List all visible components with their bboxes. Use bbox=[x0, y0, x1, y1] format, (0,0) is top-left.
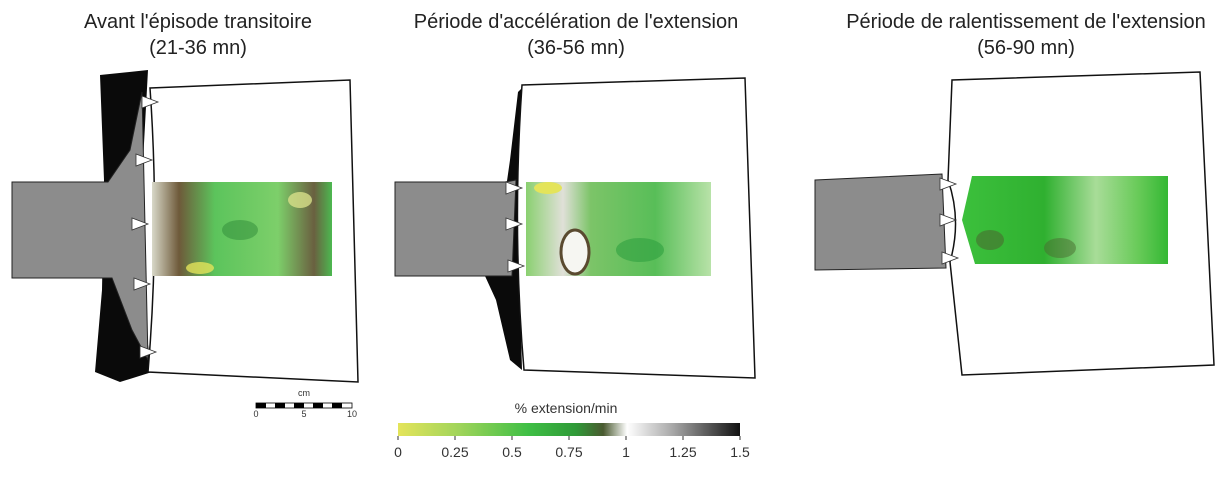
panel-subtitle: (56-90 mn) bbox=[977, 37, 1075, 59]
blob bbox=[222, 220, 258, 240]
blob bbox=[616, 238, 664, 262]
scale-unit: cm bbox=[298, 388, 310, 398]
blob bbox=[186, 262, 214, 274]
block bbox=[11, 91, 149, 361]
block bbox=[814, 173, 947, 271]
blob bbox=[976, 230, 1004, 250]
colorbar-tick-label: 1 bbox=[622, 444, 630, 460]
panel-2: Période d'accélération de l'extension (3… bbox=[394, 11, 756, 379]
colorbar-tick-label: 0 bbox=[394, 444, 402, 460]
colorbar-tick-label: 0.25 bbox=[441, 444, 468, 460]
blob bbox=[1044, 238, 1076, 258]
strain-field bbox=[526, 182, 711, 276]
scale-tick-label: 0 bbox=[253, 409, 258, 419]
colorbar-tick-label: 0.75 bbox=[555, 444, 582, 460]
scale-segments bbox=[256, 403, 342, 408]
colorbar-tick-label: 1.25 bbox=[669, 444, 696, 460]
blob bbox=[559, 228, 591, 276]
panel-1: Avant l'épisode transitoire (21-36 mn) bbox=[11, 11, 359, 383]
colorbar: % extension/min 0 0.25 0.5 0.75 1 1.25 1.5 bbox=[394, 400, 750, 460]
blob bbox=[288, 192, 312, 208]
colorbar-label: % extension/min bbox=[515, 400, 618, 416]
panel-title: Période d'accélération de l'extension bbox=[414, 11, 739, 33]
scale-tick-label: 10 bbox=[347, 409, 357, 419]
scale-tick-label: 5 bbox=[301, 409, 306, 419]
arrows bbox=[939, 177, 960, 265]
strain-field bbox=[962, 176, 1168, 264]
panel-3: Période de ralentissement de l'extension… bbox=[814, 11, 1215, 376]
colorbar-tick-label: 1.5 bbox=[730, 444, 750, 460]
panel-subtitle: (36-56 mn) bbox=[527, 37, 625, 59]
arrows bbox=[131, 95, 160, 359]
panel-title: Période de ralentissement de l'extension bbox=[846, 11, 1206, 33]
arrows bbox=[505, 181, 526, 273]
block bbox=[394, 179, 517, 277]
colorbar-tick-label: 0.5 bbox=[502, 444, 522, 460]
blob bbox=[534, 182, 562, 194]
panel-title: Avant l'épisode transitoire bbox=[84, 11, 312, 33]
colorbar-ramp bbox=[398, 423, 740, 436]
scale-bar: cm 0 5 10 bbox=[253, 388, 357, 419]
panel-subtitle: (21-36 mn) bbox=[149, 37, 247, 59]
